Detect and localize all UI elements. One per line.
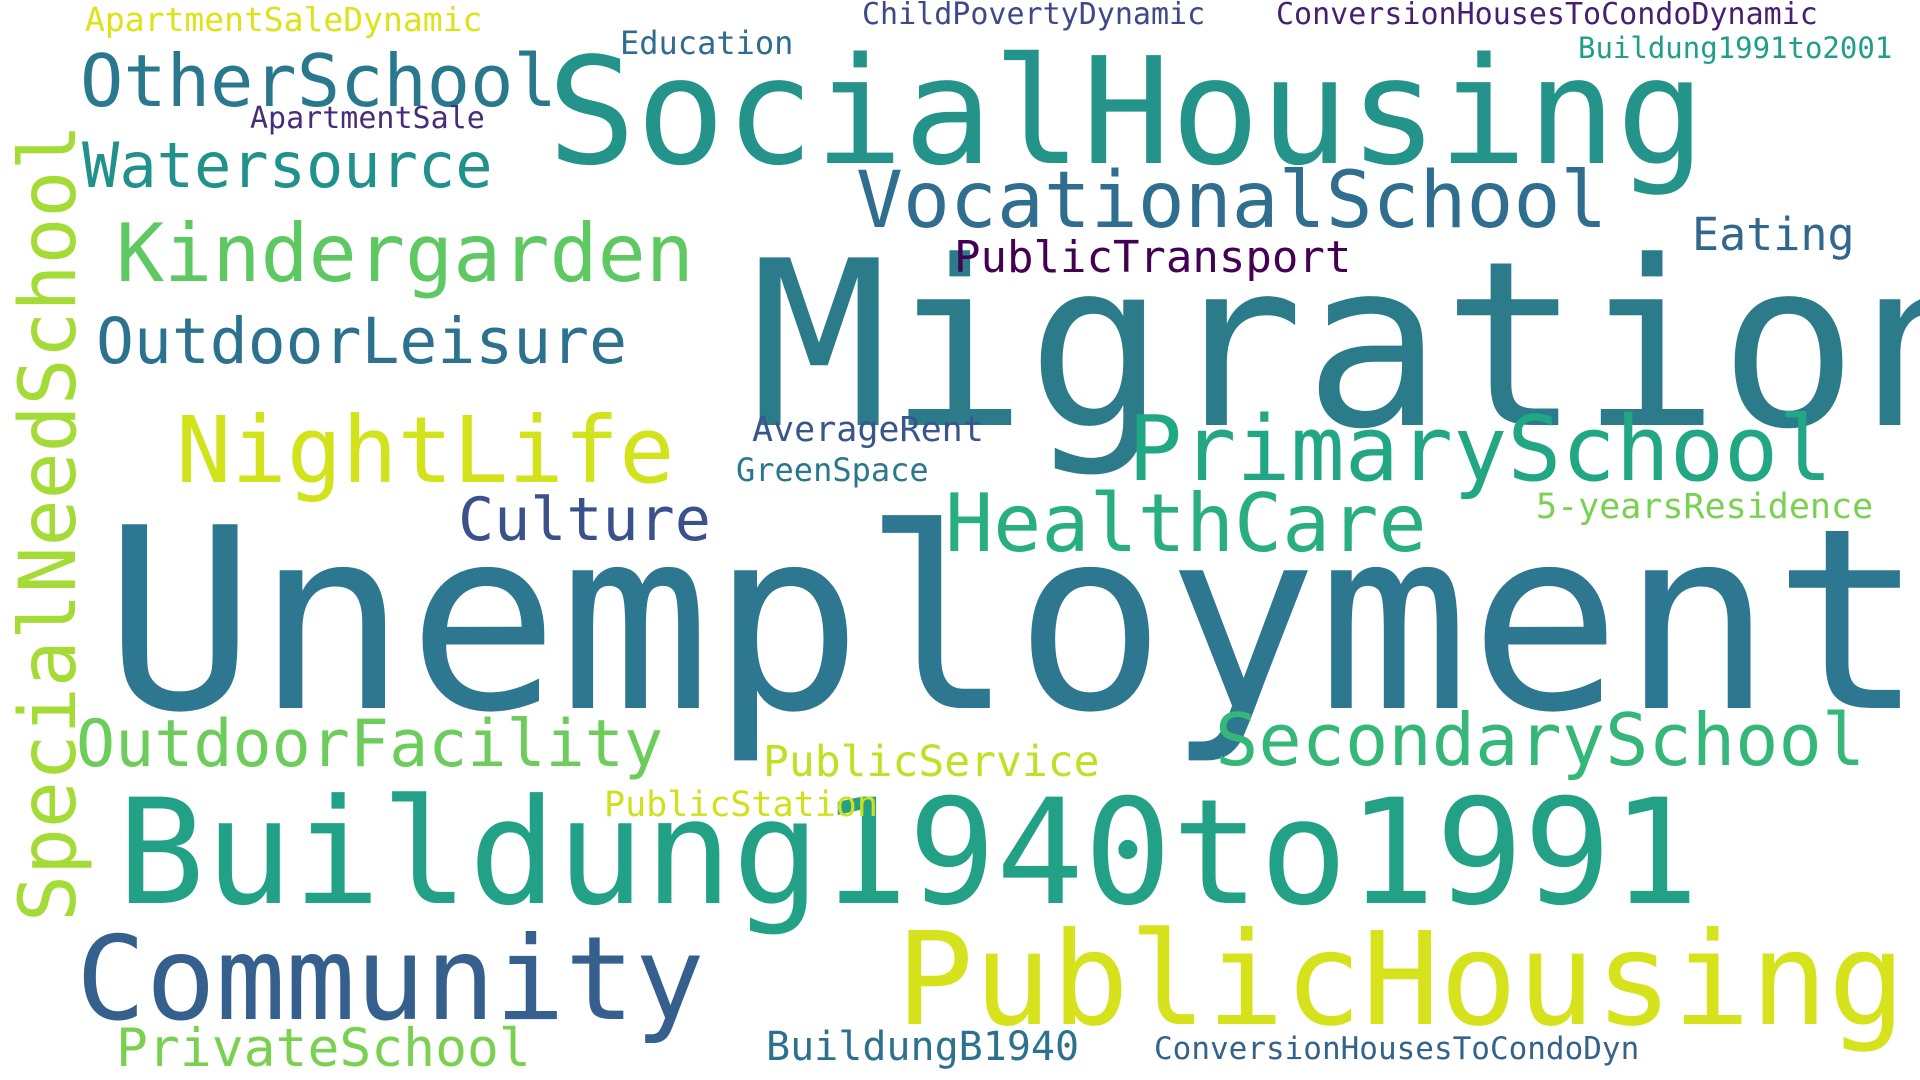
- word-migration: Migration: [750, 213, 1920, 480]
- word-culture: Culture: [458, 485, 711, 555]
- word-primary-school: PrimarySchool: [1128, 397, 1833, 502]
- word-private-school: PrivateSchool: [116, 1018, 531, 1079]
- word-watersource: Watersource: [82, 129, 493, 202]
- word-average-rent: AverageRent: [752, 410, 984, 450]
- word-public-station: PublicStation: [604, 785, 878, 825]
- word-conversion-houses-to-condo-dynamic: ConversionHousesToCondoDynamic: [1276, 0, 1818, 32]
- word-kindergarden: Kindergarden: [116, 207, 694, 300]
- word-night-life: NightLife: [176, 397, 675, 504]
- word-outdoor-leisure: OutdoorLeisure: [96, 305, 628, 378]
- word-education: Education: [620, 24, 794, 62]
- word-health-care: HealthCare: [945, 477, 1427, 570]
- word-buildung-1940-to-1991: Buildung1940to1991: [117, 768, 1700, 938]
- word-unemployment: Unemployment: [104, 475, 1920, 768]
- word-community: Community: [76, 912, 705, 1047]
- word-other-school: OtherSchool: [80, 39, 557, 123]
- word-buildung-1991-to-2001: Buildung1991to2001: [1578, 31, 1893, 65]
- word-eating: Eating: [1692, 208, 1855, 261]
- word-five-years-residence: 5-yearsResidence: [1536, 487, 1874, 527]
- word-social-housing: SocialHousing: [547, 26, 1706, 198]
- word-conversion-houses-to-condo-dyn: ConversionHousesToCondoDyn: [1154, 1031, 1640, 1067]
- word-vocational-school: VocationalSchool: [856, 156, 1608, 246]
- word-outdoor-facility: OutdoorFacility: [76, 707, 663, 782]
- word-public-housing: PublicHousing: [896, 905, 1906, 1055]
- word-public-transport: PublicTransport: [954, 232, 1352, 283]
- word-apartment-sale-dynamic: ApartmentSaleDynamic: [85, 0, 483, 39]
- word-apartment-sale: ApartmentSale: [250, 101, 485, 136]
- word-special-need-school: SpecialNeedSchool: [4, 123, 94, 922]
- word-child-poverty-dynamic: ChildPovertyDynamic: [862, 0, 1206, 32]
- word-secondary-school: SecondarySchool: [1215, 698, 1866, 782]
- word-public-service: PublicService: [763, 737, 1100, 787]
- word-green-space: GreenSpace: [736, 451, 929, 489]
- word-buildung-b1940: BuildungB1940: [766, 1024, 1080, 1070]
